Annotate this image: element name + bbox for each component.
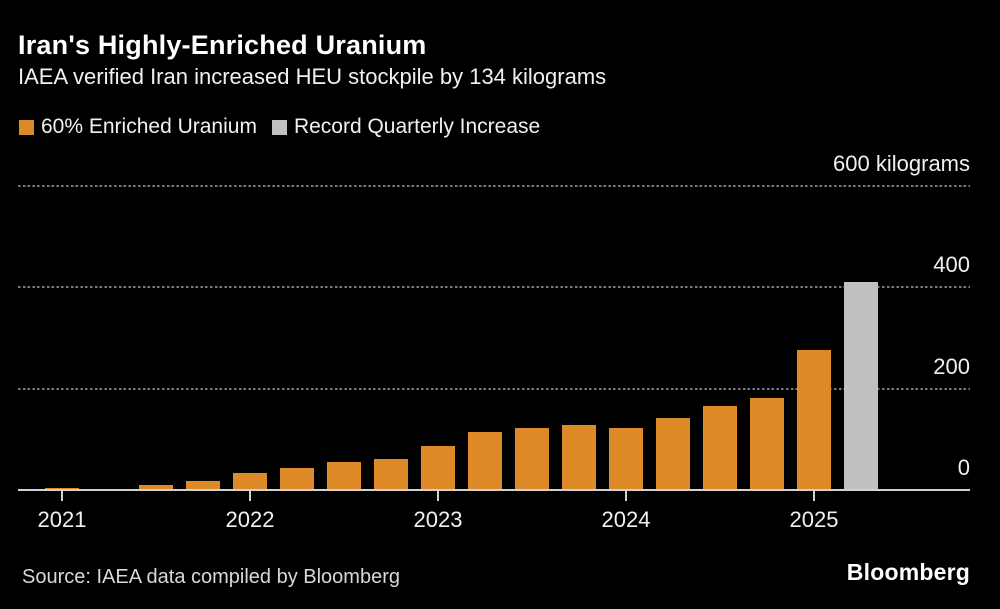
bar-2023-q4 — [562, 425, 596, 490]
x-axis-label-2024: 2024 — [601, 507, 651, 532]
bar-2021-q4 — [186, 481, 220, 490]
bar-2024-q3 — [703, 406, 737, 490]
legend-label-record-increase: Record Quarterly Increase — [293, 115, 541, 138]
bar-2025-q2 — [844, 282, 878, 490]
x-axis-tick-2025 — [813, 491, 815, 501]
bar-2025-q1 — [797, 350, 831, 490]
x-axis-label-2021: 2021 — [37, 507, 87, 532]
bar-2022-q2 — [280, 468, 314, 490]
legend-item-60-enriched: 60% Enriched Uranium — [19, 115, 257, 139]
x-axis-tick-2021 — [61, 491, 63, 501]
legend-item-record-increase: Record Quarterly Increase — [271, 115, 541, 139]
bar-2021-q3 — [139, 485, 173, 490]
gridline-600 — [18, 185, 970, 187]
y-axis-label-0: 0 — [957, 455, 970, 480]
bar-2023-q1 — [421, 446, 455, 490]
x-axis-label-2022: 2022 — [225, 507, 275, 532]
legend-swatch-gray-icon — [271, 119, 287, 135]
bar-2024-q4 — [750, 398, 784, 490]
bar-2022-q4 — [374, 459, 408, 490]
gridline-400 — [18, 286, 970, 288]
bar-2024-q2 — [656, 418, 690, 490]
bar-2023-q3 — [515, 428, 549, 490]
bar-2023-q2 — [468, 432, 502, 490]
x-axis-line — [18, 489, 970, 491]
legend: 60% Enriched Uranium Record Quarterly In… — [19, 115, 540, 139]
x-axis-label-2025: 2025 — [789, 507, 839, 532]
y-axis-label-400: 400 — [933, 252, 970, 277]
bloomberg-logo: Bloomberg — [846, 559, 970, 585]
bar-2022-q1 — [233, 473, 267, 490]
x-axis-tick-2024 — [625, 491, 627, 501]
legend-label-60-enriched: 60% Enriched Uranium — [41, 115, 257, 138]
y-axis-label-200: 200 — [933, 354, 970, 379]
x-axis-tick-2022 — [249, 491, 251, 501]
x-axis-label-2023: 2023 — [413, 507, 463, 532]
source-note: Source: IAEA data compiled by Bloomberg — [22, 566, 400, 588]
legend-swatch-orange-icon — [19, 119, 34, 135]
x-axis-tick-2023 — [437, 491, 439, 501]
y-axis-label-600: 600 kilograms — [833, 151, 970, 176]
bar-2024-q1 — [609, 428, 643, 490]
bar-2022-q3 — [327, 462, 361, 490]
chart-subtitle: IAEA verified Iran increased HEU stockpi… — [18, 64, 607, 89]
gridline-200 — [18, 388, 970, 390]
chart-title: Iran's Highly-Enriched Uranium — [18, 30, 427, 60]
